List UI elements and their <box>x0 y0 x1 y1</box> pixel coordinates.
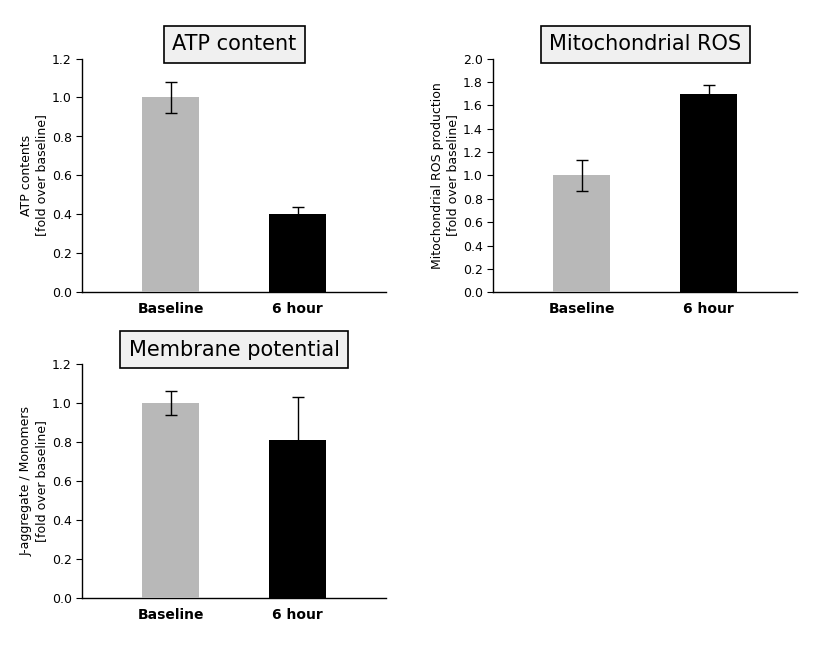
Bar <box>142 98 200 292</box>
Y-axis label: ATP contents
[fold over baseline]: ATP contents [fold over baseline] <box>20 114 48 237</box>
Bar <box>142 403 200 598</box>
Bar <box>680 94 737 292</box>
Bar <box>553 176 611 292</box>
Bar <box>269 214 326 292</box>
Y-axis label: Mitochondrial ROS production
[fold over baseline]: Mitochondrial ROS production [fold over … <box>431 82 459 269</box>
Title: Mitochondrial ROS: Mitochondrial ROS <box>549 34 741 54</box>
Title: ATP content: ATP content <box>172 34 297 54</box>
Title: Membrane potential: Membrane potential <box>129 340 339 359</box>
Y-axis label: J-aggregate / Monomers
[fold over baseline]: J-aggregate / Monomers [fold over baseli… <box>20 406 48 556</box>
Bar <box>269 440 326 598</box>
